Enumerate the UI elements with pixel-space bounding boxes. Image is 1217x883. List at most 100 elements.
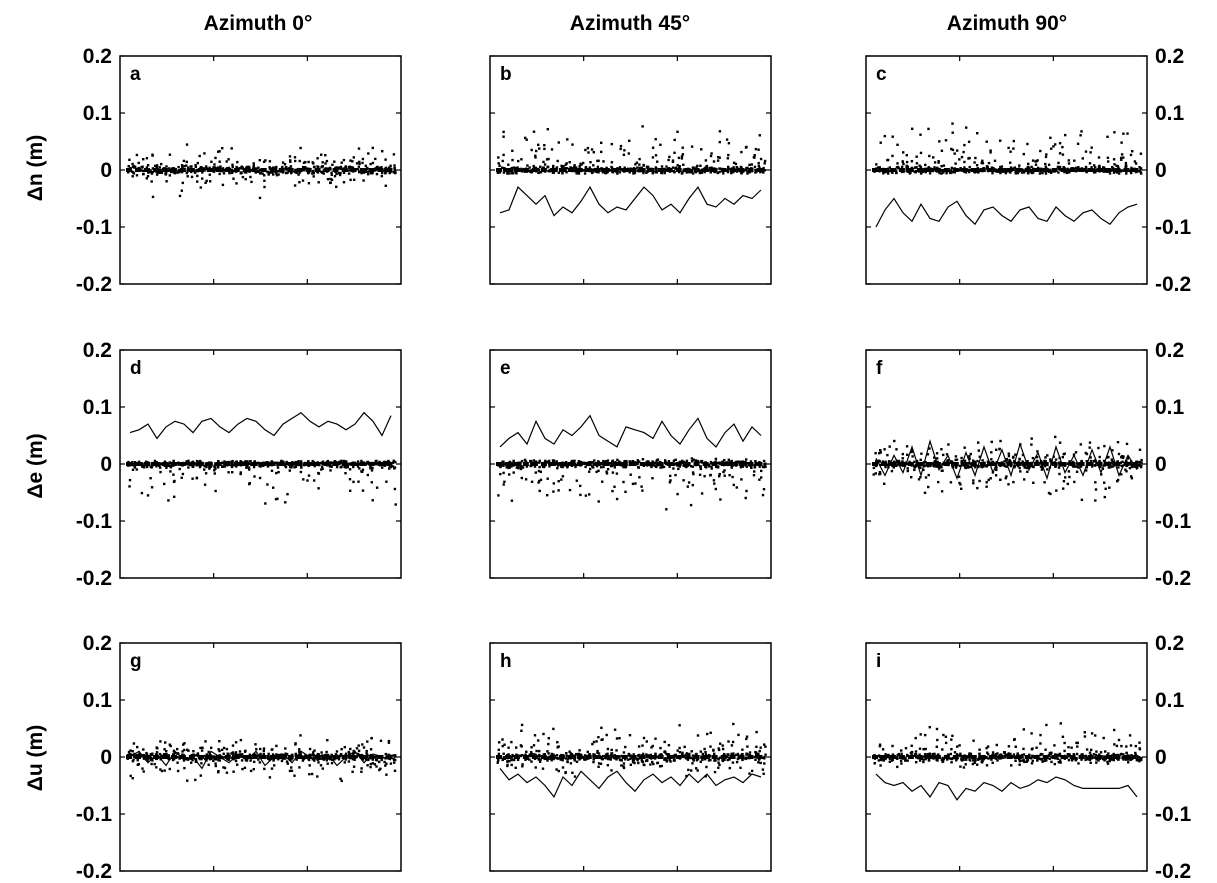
scatter-point — [717, 747, 720, 750]
scatter-point — [377, 168, 384, 172]
scatter-point — [557, 171, 561, 174]
scatter-point — [532, 744, 536, 747]
scatter-point — [952, 168, 959, 172]
scatter-point — [170, 462, 177, 466]
scatter-point — [928, 172, 932, 175]
scatter-point — [355, 463, 358, 466]
scatter-point — [1049, 492, 1052, 496]
scatter-point — [567, 755, 574, 759]
scatter-point — [949, 757, 952, 760]
scatter-point — [210, 160, 213, 163]
scatter-point — [1058, 152, 1062, 155]
scatter-point — [294, 464, 297, 467]
scatter-point — [1126, 455, 1130, 459]
scatter-point — [997, 462, 1004, 466]
scatter-point — [879, 449, 882, 452]
scatter-point — [583, 172, 587, 175]
scatter-point — [730, 459, 733, 463]
scatter-point — [1006, 168, 1013, 172]
scatter-point — [740, 460, 743, 463]
scatter-point — [976, 132, 979, 135]
scatter-point — [268, 776, 272, 779]
scatter-point — [505, 462, 511, 466]
scatter-point — [1077, 465, 1080, 468]
scatter-point — [887, 753, 890, 757]
scatter-point — [757, 758, 761, 761]
scatter-point — [555, 754, 559, 757]
scatter-point — [1046, 468, 1049, 471]
scatter-point — [878, 170, 881, 173]
scatter-point — [947, 443, 950, 446]
scatter-point — [663, 750, 667, 753]
scatter-point — [230, 147, 233, 150]
scatter-point — [736, 753, 739, 756]
scatter-point — [243, 750, 247, 753]
scatter-point — [656, 160, 659, 163]
scatter-point — [1023, 464, 1026, 467]
scatter-point — [1090, 146, 1093, 149]
scatter-point — [1003, 460, 1006, 463]
scatter-point — [1023, 169, 1026, 173]
scatter-point — [569, 752, 572, 755]
scatter-point — [717, 757, 720, 760]
scatter-point — [194, 760, 198, 763]
scatter-point — [191, 477, 194, 480]
scatter-point — [508, 466, 511, 469]
scatter-point — [299, 734, 302, 737]
scatter-point — [168, 743, 171, 746]
scatter-point — [1116, 478, 1120, 482]
scatter-point — [299, 753, 302, 756]
scatter-point — [1067, 470, 1071, 473]
scatter-point — [944, 735, 948, 738]
scatter-point — [596, 751, 599, 754]
scatter-point — [135, 153, 139, 157]
scatter-point — [537, 757, 540, 760]
scatter-point — [556, 741, 559, 744]
scatter-point — [284, 754, 287, 757]
scatter-point — [987, 161, 991, 165]
scatter-point — [680, 172, 684, 175]
column-title-azimuth-0: Azimuth 0° — [204, 12, 313, 35]
scatter-point — [361, 157, 365, 161]
scatter-point — [520, 745, 523, 748]
scatter-point — [937, 161, 940, 164]
scatter-point — [1089, 151, 1092, 154]
scatter-point — [1012, 480, 1015, 484]
scatter-point — [259, 747, 262, 751]
scatter-point — [962, 758, 965, 761]
scatter-point — [1116, 480, 1119, 483]
scatter-point — [282, 460, 285, 463]
scatter-point — [329, 758, 332, 761]
scatter-point — [515, 746, 518, 749]
scatter-point — [1034, 163, 1038, 166]
scatter-point — [551, 459, 555, 462]
scatter-point — [691, 460, 694, 463]
scatter-point — [910, 744, 913, 747]
scatter-point — [320, 165, 323, 169]
scatter-point — [901, 457, 904, 460]
scatter-point — [637, 745, 641, 748]
scatter-point — [660, 171, 663, 174]
scatter-point — [159, 168, 162, 172]
scatter-point — [944, 139, 948, 142]
scatter-point — [342, 171, 346, 174]
scatter-point — [290, 466, 293, 469]
scatter-point — [575, 752, 578, 756]
scatter-point — [1116, 441, 1120, 444]
scatter-point — [688, 171, 691, 174]
scatter-point — [942, 733, 945, 737]
scatter-point — [918, 747, 922, 750]
scatter-point — [610, 769, 613, 772]
scatter-point — [498, 741, 501, 744]
scatter-point — [576, 462, 583, 466]
scatter-point — [270, 767, 274, 770]
scatter-point — [335, 465, 339, 469]
y-tick-label: 0.2 — [83, 632, 112, 655]
scatter-point — [619, 147, 622, 151]
scatter-point — [712, 160, 716, 163]
scatter-point — [925, 462, 932, 466]
scatter-point — [142, 748, 145, 751]
scatter-point — [1038, 167, 1042, 171]
scatter-point — [307, 171, 311, 174]
scatter-point — [1003, 463, 1006, 466]
